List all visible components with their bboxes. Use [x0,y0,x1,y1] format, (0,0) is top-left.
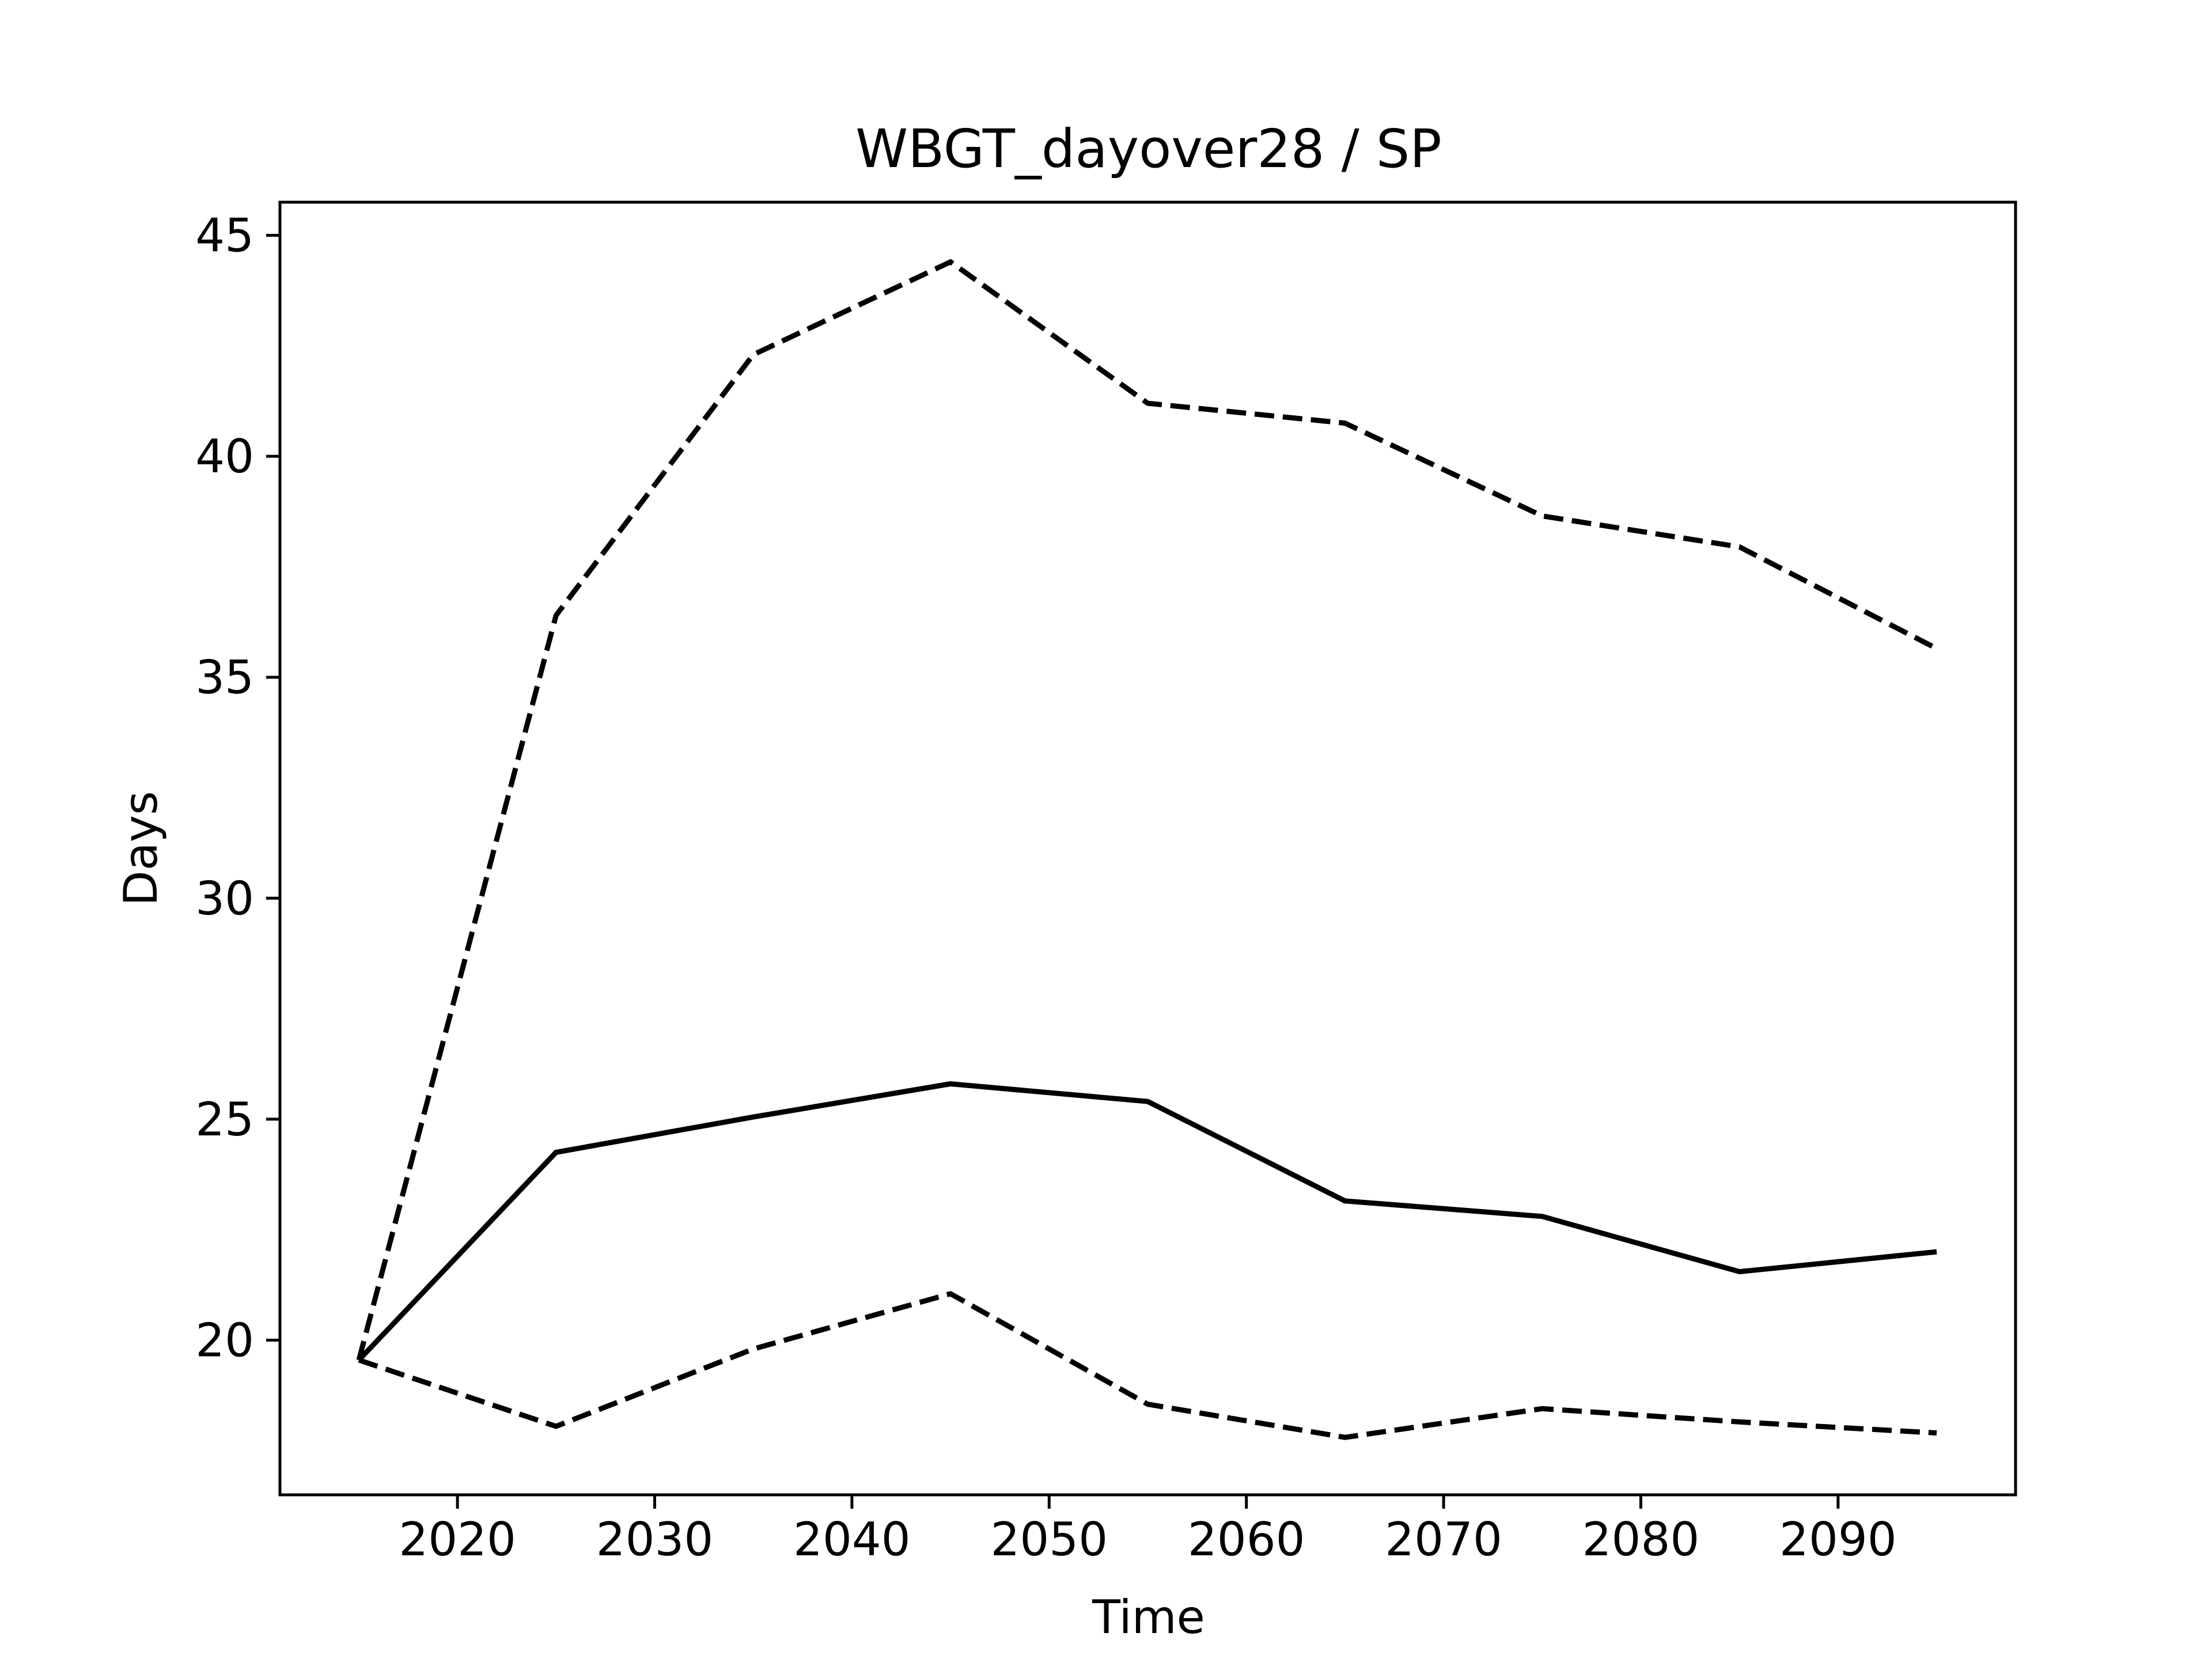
y-tick-label: 40 [195,430,254,483]
series-line-1 [357,1081,1937,1362]
x-tick-label: 2080 [1582,1513,1700,1566]
y-tick-label: 25 [195,1093,254,1146]
y-axis: 20 25 30 35 40 45 [195,209,280,1367]
x-axis-label: Time [1092,1590,1205,1644]
y-axis-label: Days [114,791,168,906]
x-axis: 2020 2030 2040 2050 2060 2070 2080 2090 [399,1495,1897,1566]
x-tick-label: 2040 [793,1513,911,1566]
y-tick-label: 35 [195,651,254,704]
series-layer [356,259,1938,1440]
series-line-2 [356,259,1938,1361]
x-tick-label: 2050 [991,1513,1108,1566]
x-tick-label: 2030 [596,1513,714,1566]
series-line-3 [358,1291,1937,1440]
y-tick-label: 45 [195,209,254,263]
x-tick-label: 2070 [1385,1513,1502,1566]
x-tick-label: 2060 [1188,1513,1305,1566]
y-tick-label: 20 [195,1313,254,1367]
x-tick-label: 2090 [1779,1513,1897,1566]
plot-frame [278,200,2017,1497]
chart-title: WBGT_dayover28 / SP [855,118,1441,180]
y-tick-label: 30 [195,872,254,925]
x-tick-label: 2020 [399,1513,516,1566]
